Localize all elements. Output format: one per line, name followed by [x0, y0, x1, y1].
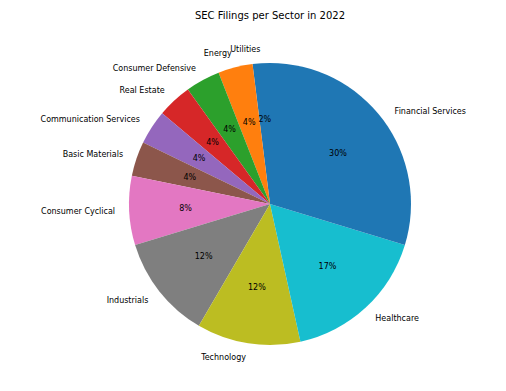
chart: SEC Filings per Sector in 2022 UtilitiesE…	[0, 0, 506, 391]
category-label: Real Estate	[120, 86, 165, 95]
data-label: 12%	[195, 252, 213, 261]
data-label: 4%	[243, 118, 256, 127]
category-label: Utilities	[230, 45, 260, 54]
category-label: Technology	[200, 353, 246, 362]
slice	[270, 63, 411, 245]
data-label: 2%	[258, 115, 271, 124]
category-label: Consumer Defensive	[113, 64, 196, 73]
data-label: 4%	[223, 125, 236, 134]
data-label: 4%	[184, 173, 197, 182]
category-label: Basic Materials	[63, 150, 123, 159]
category-label: Financial Services	[395, 107, 466, 116]
pie	[129, 63, 411, 345]
category-label: Consumer Cyclical	[41, 207, 115, 216]
category-label: Healthcare	[375, 314, 419, 323]
data-label: 17%	[319, 262, 337, 271]
labels: UtilitiesEnergy Consumer Defensive Real Es…	[41, 45, 466, 362]
category-label: Energy	[204, 49, 232, 58]
category-label: Communication Services	[41, 115, 140, 124]
data-label: 4%	[206, 138, 219, 147]
category-label: Industrials	[107, 296, 149, 305]
data-label: 12%	[248, 283, 266, 292]
data-label: 30%	[329, 149, 347, 158]
title: SEC Filings per Sector in 2022	[195, 10, 345, 21]
data-label: 4%	[193, 154, 206, 163]
data-label: 8%	[179, 204, 192, 213]
